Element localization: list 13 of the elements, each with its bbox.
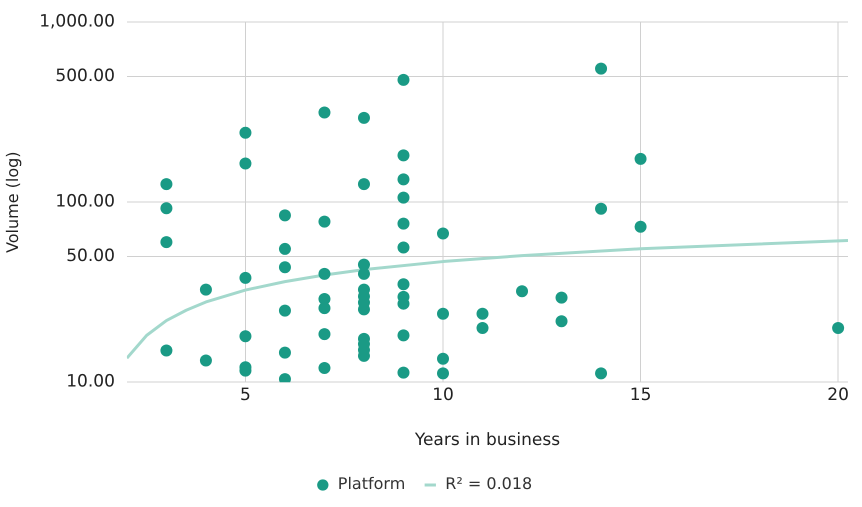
legend-label: R² = 0.018 [445,474,532,494]
x-tick-label: 10 [432,384,454,405]
y-tick-label: 100.00 [55,192,115,212]
x-tick-label: 5 [240,384,251,405]
y-axis-title: Volume (log) [2,151,22,253]
y-tick-label: 1,000.00 [39,12,115,32]
x-tick-label: 20 [827,384,849,405]
x-axis-title: Years in business [414,430,560,450]
y-tick-label: 500.00 [55,66,115,86]
y-tick-label: 50.00 [66,246,115,266]
x-tick-label: 15 [630,384,652,405]
y-tick-label: 10.00 [66,372,115,392]
legend-label: Platform [338,474,406,494]
